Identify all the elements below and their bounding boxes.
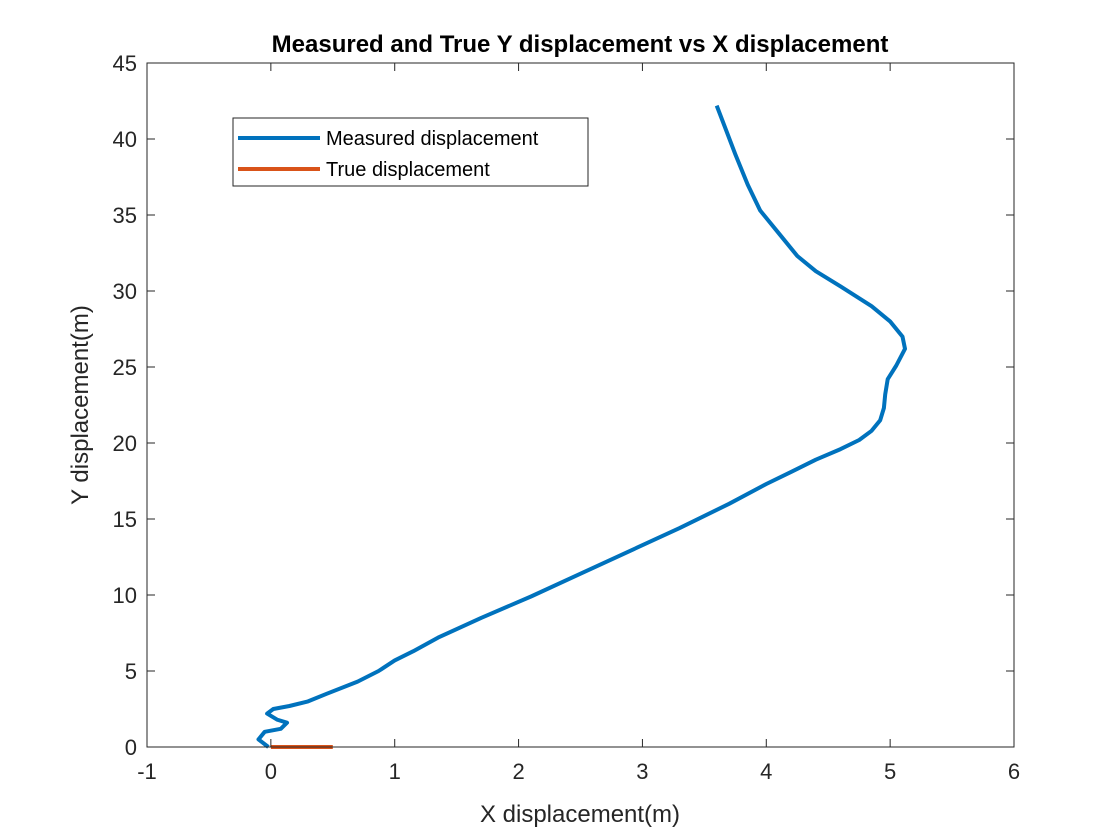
y-tick-label: 35 — [113, 203, 137, 228]
x-tick-label: 1 — [389, 759, 401, 784]
y-axis-label: Y displacement(m) — [67, 305, 94, 505]
x-tick-label: 5 — [884, 759, 896, 784]
x-tick-label: 0 — [265, 759, 277, 784]
y-tick-label: 15 — [113, 507, 137, 532]
y-tick-label: 40 — [113, 127, 137, 152]
y-tick-label: 20 — [113, 431, 137, 456]
x-axis-label: X displacement(m) — [480, 801, 680, 828]
y-tick-label: 10 — [113, 583, 137, 608]
axes-box — [146, 62, 1015, 748]
legend: Measured displacement True displacement — [232, 117, 589, 187]
y-tick-label: 25 — [113, 355, 137, 380]
y-tick-label: 5 — [125, 659, 137, 684]
series-line-measured — [256, 104, 907, 749]
y-tick-label: 30 — [113, 279, 137, 304]
x-tick-label: -1 — [137, 759, 157, 784]
y-tick-label: 0 — [125, 735, 137, 760]
x-tick-label: 3 — [636, 759, 648, 784]
x-tick-label: 6 — [1008, 759, 1020, 784]
chart-title: Measured and True Y displacement vs X di… — [272, 31, 889, 58]
y-tick-label: 45 — [113, 51, 137, 76]
x-tick-label: 2 — [512, 759, 524, 784]
legend-label-measured: Measured displacement — [326, 128, 539, 150]
x-tick-label: 4 — [760, 759, 772, 784]
legend-box — [232, 117, 589, 187]
legend-label-true: True displacement — [326, 159, 490, 181]
